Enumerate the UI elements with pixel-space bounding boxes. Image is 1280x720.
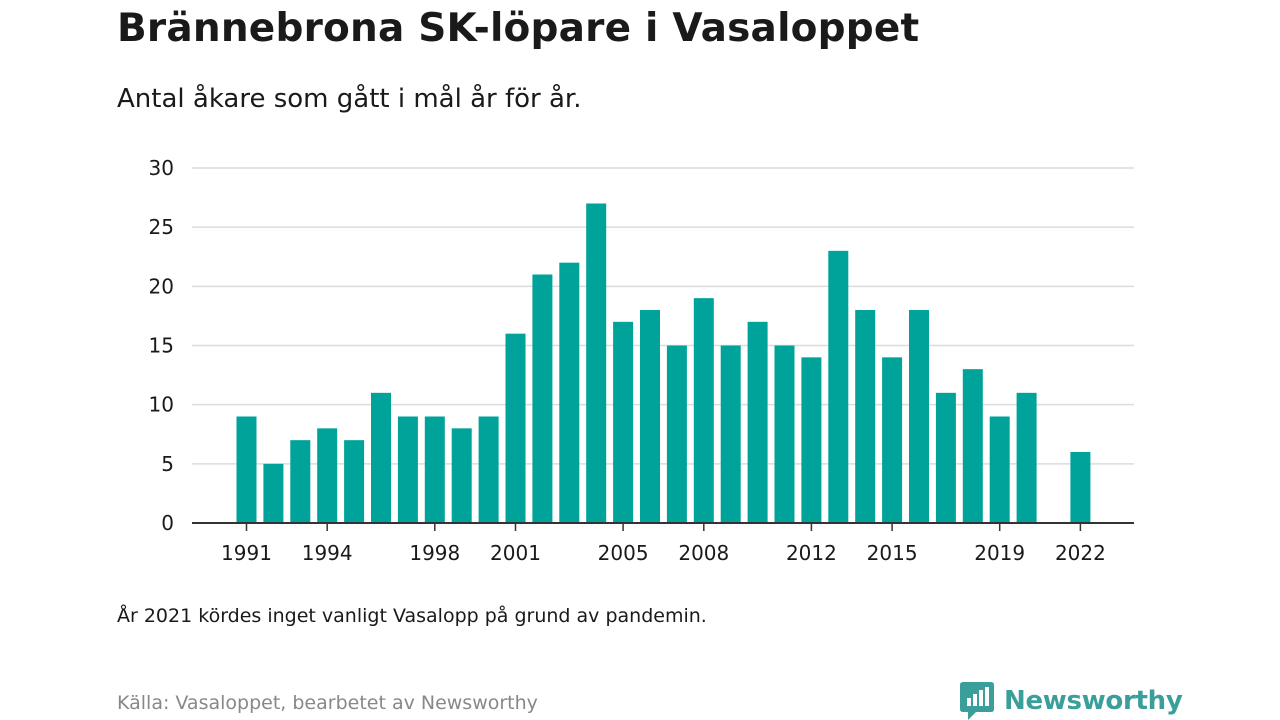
bar-2016 xyxy=(909,310,929,523)
y-tick-label: 10 xyxy=(149,393,174,417)
bar-2015 xyxy=(882,357,903,523)
x-tick-label-2012: 2012 xyxy=(786,541,837,565)
y-axis-tick-labels: 0 5 10 15 20 25 30 xyxy=(149,156,174,535)
x-tick-label-1998: 1998 xyxy=(409,541,460,565)
x-axis-tick-labels: 1991 1994 1998 2001 2005 2008 2012 2015 2019 2022 xyxy=(221,523,1106,565)
bar-2009 xyxy=(720,345,741,523)
x-tick-label-2001: 2001 xyxy=(490,541,541,565)
x-tick-label-2019: 2019 xyxy=(974,541,1025,565)
bar-2012 xyxy=(801,357,822,523)
bar-2011 xyxy=(774,345,795,523)
bar-2019 xyxy=(989,416,1010,523)
bar-2013 xyxy=(828,250,849,524)
x-tick-label-1994: 1994 xyxy=(302,541,353,565)
bar-2002 xyxy=(532,274,553,523)
bar-2014 xyxy=(855,310,876,523)
bar-1998 xyxy=(424,416,445,523)
bar-1999 xyxy=(451,428,472,523)
bar-2010 xyxy=(747,321,768,523)
y-tick-label: 0 xyxy=(161,511,174,535)
brand-name: Newsworthy xyxy=(1004,686,1183,716)
bar-2005 xyxy=(613,321,634,523)
bar-2001 xyxy=(505,333,526,523)
bar-chart: 0 5 10 15 20 25 30 1991 1994 1998 2001 2005 2008 201… xyxy=(149,156,1134,565)
chart-subtitle: Antal åkare som gått i mål år för år. xyxy=(117,84,582,114)
x-tick-label-2008: 2008 xyxy=(678,541,729,565)
newsworthy-logo[interactable]: Newsworthy xyxy=(960,682,1183,720)
bar-2006 xyxy=(640,310,660,523)
bar-1995 xyxy=(344,440,365,523)
bar-2020 xyxy=(1016,392,1037,523)
bar-2000 xyxy=(478,416,499,523)
bar-1992 xyxy=(263,463,284,523)
bar-1991 xyxy=(236,416,257,523)
bar-1993 xyxy=(290,440,311,523)
bar-2004 xyxy=(586,203,607,523)
bar-2022 xyxy=(1070,452,1091,523)
footnote: År 2021 kördes inget vanligt Vasalopp på… xyxy=(117,605,707,627)
y-tick-label: 20 xyxy=(149,274,174,298)
y-tick-label: 5 xyxy=(161,452,174,476)
bar-2008 xyxy=(693,298,714,523)
newsworthy-chat-bars-icon xyxy=(960,682,994,720)
x-tick-label-2015: 2015 xyxy=(867,541,918,565)
source-credit: Källa: Vasaloppet, bearbetet av Newswort… xyxy=(117,692,538,714)
bar-1997 xyxy=(397,416,418,523)
x-tick-label-2022: 2022 xyxy=(1055,541,1106,565)
x-tick-label-1991: 1991 xyxy=(221,541,272,565)
bar-1994 xyxy=(317,428,338,523)
bar-2017 xyxy=(935,392,956,523)
bar-2003 xyxy=(559,262,580,523)
y-tick-label: 25 xyxy=(149,215,174,239)
bar-1996 xyxy=(371,392,391,523)
bar-2007 xyxy=(666,345,687,523)
y-tick-label: 30 xyxy=(149,156,174,180)
chart-title: Brännebrona SK-löpare i Vasaloppet xyxy=(117,6,920,51)
y-tick-label: 15 xyxy=(149,334,174,358)
bars xyxy=(236,203,1091,524)
x-tick-label-2005: 2005 xyxy=(598,541,649,565)
bar-2018 xyxy=(962,369,983,523)
